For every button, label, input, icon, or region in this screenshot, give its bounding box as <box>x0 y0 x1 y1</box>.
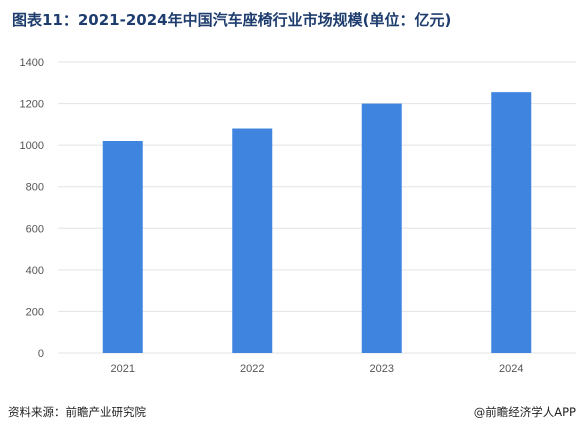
chart-footer: 资料来源：前瞻产业研究院 @前瞻经济学人APP <box>8 404 576 420</box>
x-tick-label: 2021 <box>111 363 135 375</box>
y-tick-label: 400 <box>26 265 44 277</box>
source-note: 资料来源：前瞻产业研究院 <box>8 405 146 419</box>
bar-2022 <box>232 128 273 353</box>
bars <box>102 92 532 353</box>
y-tick-label: 1200 <box>20 99 44 111</box>
y-tick-label: 200 <box>26 306 44 318</box>
x-tick-label: 2024 <box>499 363 523 375</box>
bar-2023 <box>361 103 402 353</box>
y-axis-ticks: 0 200 400 600 800 1000 1200 1400 <box>20 57 44 360</box>
credit-note: @前瞻经济学人APP <box>473 405 576 419</box>
x-axis-ticks: 2021 2022 2023 2024 <box>111 363 524 375</box>
bar-2024 <box>491 92 532 353</box>
y-tick-label: 800 <box>26 182 44 194</box>
bar-2021 <box>102 140 143 353</box>
chart-title: 图表11：2021-2024年中国汽车座椅行业市场规模(单位：亿元) <box>12 11 452 29</box>
y-tick-label: 0 <box>38 348 44 360</box>
gridlines <box>58 61 576 354</box>
y-tick-label: 1400 <box>20 57 44 69</box>
y-tick-label: 600 <box>26 223 44 235</box>
y-tick-label: 1000 <box>20 140 44 152</box>
x-tick-label: 2023 <box>370 363 394 375</box>
x-tick-label: 2022 <box>240 363 264 375</box>
